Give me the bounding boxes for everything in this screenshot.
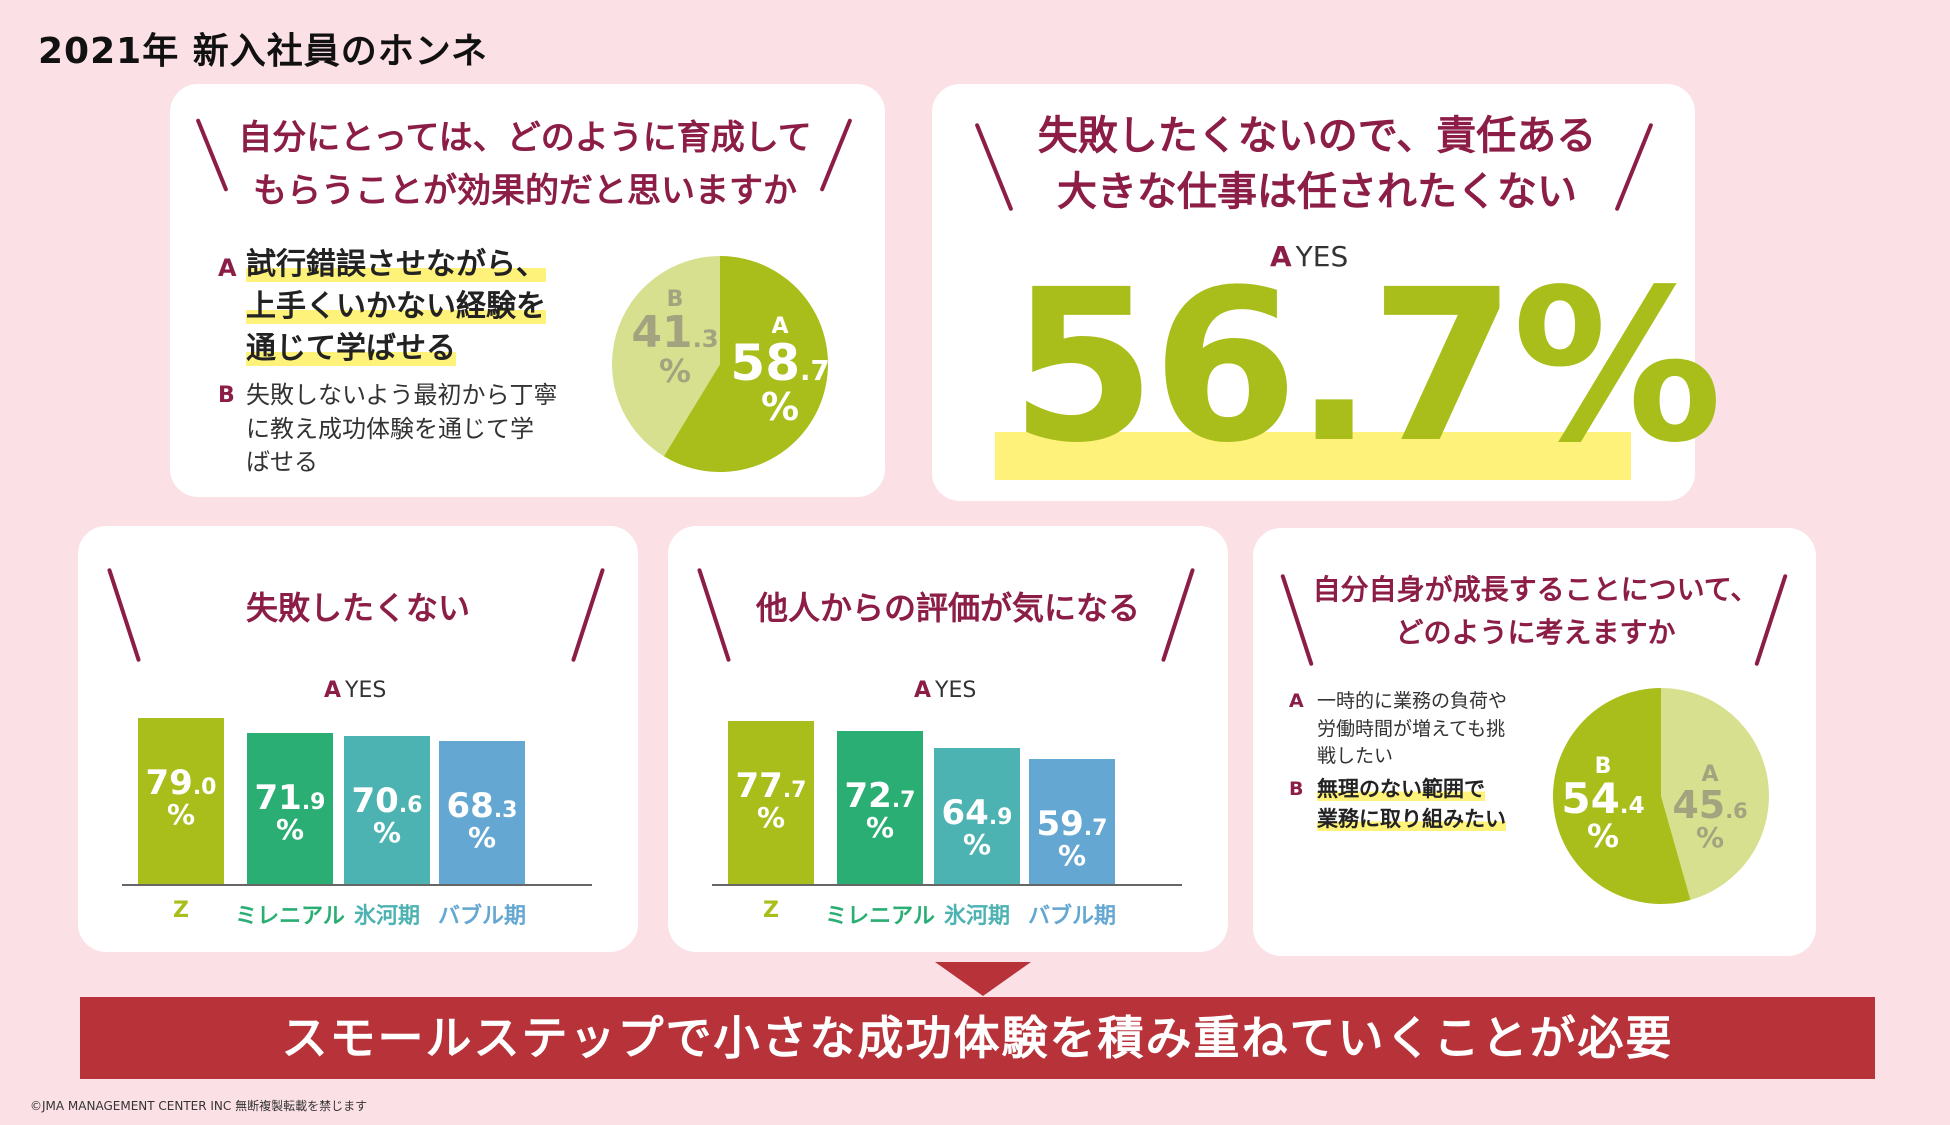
bar-percent-sign: % [467, 821, 497, 854]
pie-label-a: A 58.7 % [730, 314, 830, 429]
bar-percent-sign: % [962, 828, 992, 861]
option-a-letter: A [218, 254, 237, 282]
option-a-line: 一時的に業務の負荷や [1317, 690, 1508, 712]
bar-value-label: 79.0 [145, 763, 217, 803]
bar-percent-sign: % [166, 798, 196, 831]
x-axis [712, 884, 1182, 886]
category-label: 氷河期 [353, 904, 420, 929]
card-responsibility: 失敗したくないので、責任ある 大きな仕事は任されたくない A YES 56.7% [932, 84, 1723, 501]
bar-percent-sign: % [372, 816, 402, 849]
option-a-letter: A [1289, 690, 1304, 712]
bar-percent-sign: % [275, 813, 305, 846]
bar-value-label: 72.7 [844, 776, 916, 816]
option-b-line: に教え成功体験を通じて学 [246, 414, 534, 443]
bar-value-label: 64.9 [941, 793, 1013, 833]
category-label: バブル期 [437, 904, 526, 929]
card-growth: 自分自身が成長することについて、 どのように考えますか A 一時的に業務の負荷や… [1253, 528, 1816, 956]
question-text: 失敗したくない [245, 589, 470, 627]
bar: 72.7% [837, 731, 923, 884]
question-text: 自分にとっては、どのように育成して もらうことが効果的だと思いますか [238, 118, 812, 211]
option-a-line: 戦したい [1317, 745, 1394, 768]
down-arrow-icon [935, 962, 1031, 996]
left-quote-slash [974, 122, 1014, 212]
big-value: 56.7% [1010, 244, 1723, 489]
option-a-line: 試行錯誤させながら、 [246, 247, 546, 282]
bar-value-label: 71.9 [254, 778, 326, 818]
left-quote-slash [195, 118, 229, 192]
card-evaluation: 他人からの評価が気になる A YES 77.7% Z 72.7% ミレニアル 64.9% 氷… [668, 526, 1228, 952]
category-label: Z [173, 898, 189, 923]
option-a-line: 上手くいかない経験を [246, 289, 546, 324]
copyright-footer: ©JMA MANAGEMENT CENTER INC 無断複製転載を禁じます [30, 1099, 368, 1113]
bar: 64.9% [934, 748, 1020, 884]
bar: 68.3% [439, 741, 525, 884]
question-text: 失敗したくないので、責任ある 大きな仕事は任されたくない [1037, 113, 1597, 215]
pie-chart-training [612, 256, 828, 472]
answer-yes-label: A YES [324, 678, 387, 703]
card-no-failure: 失敗したくない A YES 79.0% Z 71.9% ミレニアル 70.6% 氷河期 68.… [78, 526, 638, 952]
big-value-highlight [995, 432, 1631, 480]
question-text: 他人からの評価が気になる [755, 589, 1140, 627]
bar-percent-sign: % [865, 811, 895, 844]
category-label: バブル期 [1027, 904, 1116, 929]
conclusion-banner: スモールステップで小さな成功体験を積み重ねていくことが必要 [80, 997, 1875, 1079]
bar-percent-sign: % [756, 801, 786, 834]
pie-slice-a [663, 256, 828, 472]
bar-value-label: 59.7 [1036, 804, 1108, 844]
pie-slice-b [612, 256, 720, 457]
x-axis [122, 884, 592, 886]
option-b-line: 業務に取り組みたい [1317, 807, 1506, 832]
option-a: A 試行錯誤させながら、 上手くいかない経験を 通じて学ばせる [218, 244, 546, 370]
option-a: A 一時的に業務の負荷や 労働時間が増えても挑 戦したい [1289, 688, 1507, 771]
bar: 71.9% [247, 733, 333, 884]
bar-value-label: 68.3 [446, 786, 518, 826]
option-b-line: 失敗しないよう最初から丁寧 [246, 381, 558, 409]
category-label: Z [763, 898, 779, 923]
bar: 77.7% [728, 721, 814, 884]
bar-chart-no-failure: 79.0% Z 71.9% ミレニアル 70.6% 氷河期 68.3% バブル期 [78, 526, 638, 952]
category-label: ミレニアル [825, 904, 935, 929]
option-b-line: 無理のない範囲で [1317, 777, 1485, 801]
category-label: 氷河期 [943, 904, 1010, 929]
question-text: 自分自身が成長することについて、 どのように考えますか [1312, 573, 1759, 650]
card-training-method: 自分にとっては、どのように育成して もらうことが効果的だと思いますか A 試行錯… [170, 84, 885, 497]
answer-yes-label: A YES [914, 678, 977, 703]
bar: 79.0% [138, 718, 224, 884]
pie-slice-a [1661, 688, 1769, 900]
option-b: B 失敗しないよう最初から丁寧 に教え成功体験を通じて学 ばせる [218, 379, 558, 480]
right-quote-slash [819, 118, 853, 192]
bar-value-label: 70.6 [351, 781, 423, 821]
option-b-letter: B [218, 383, 235, 408]
pie-label-b-value: B 54.4 % [1561, 754, 1645, 855]
bar-value-label: 77.7 [735, 766, 807, 806]
bar-percent-sign: % [1057, 839, 1087, 872]
option-a-line: 通じて学ばせる [246, 331, 456, 366]
page-title: 2021年 新入社員のホンネ [38, 31, 489, 72]
option-b-line: ばせる [246, 448, 318, 477]
option-b: B 無理のない範囲で 業務に取り組みたい [1289, 774, 1506, 835]
pie-label-a-value: A 45.6 % [1672, 762, 1748, 854]
option-b-letter: B [1289, 778, 1304, 800]
option-a-line: 労働時間が増えても挑 [1317, 717, 1506, 740]
bar: 70.6% [344, 736, 430, 884]
pie-label-b: B 41.3 % [631, 287, 719, 390]
category-label: ミレニアル [235, 904, 345, 929]
bar-chart-evaluation: 77.7% Z 72.7% ミレニアル 64.9% 氷河期 59.7% バブル期 [668, 526, 1228, 952]
answer-yes-label: A YES [1270, 240, 1349, 273]
pie-slice-b [1553, 688, 1691, 904]
pie-chart-growth [1553, 688, 1769, 904]
bar: 59.7% [1029, 759, 1115, 884]
